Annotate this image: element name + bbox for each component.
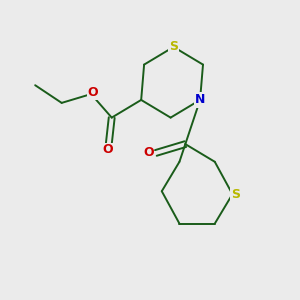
Text: O: O	[102, 143, 112, 157]
Text: S: S	[231, 188, 240, 201]
Text: S: S	[169, 40, 178, 53]
Text: O: O	[143, 146, 154, 159]
Text: N: N	[195, 93, 205, 106]
Text: O: O	[87, 86, 98, 99]
